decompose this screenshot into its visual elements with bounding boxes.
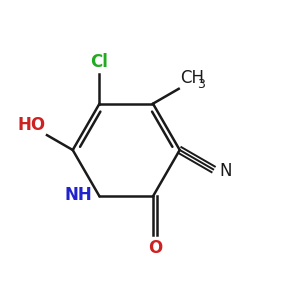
Text: 3: 3 [197,78,205,91]
Text: Cl: Cl [91,53,108,71]
Text: N: N [219,162,232,180]
Text: NH: NH [64,186,92,204]
Text: O: O [148,239,162,257]
Text: CH: CH [180,69,204,87]
Text: HO: HO [17,116,46,134]
